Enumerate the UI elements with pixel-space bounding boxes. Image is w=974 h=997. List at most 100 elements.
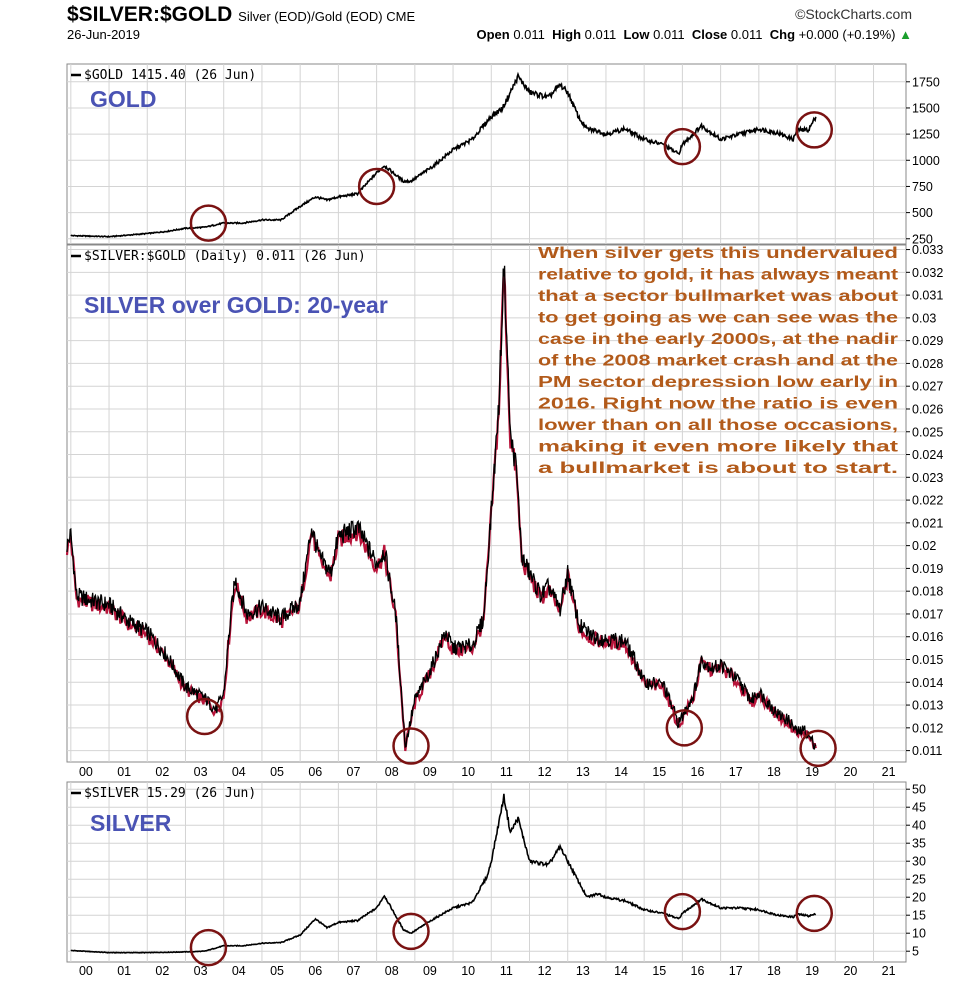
- chg-value: +0.000 (+0.19%): [798, 27, 896, 42]
- x-tick-label: 01: [117, 964, 131, 978]
- x-tick-label: 09: [423, 765, 437, 779]
- series-line: [70, 71, 817, 238]
- y-tick-label: 0.012: [912, 721, 943, 735]
- x-tick-label: 04: [232, 765, 246, 779]
- x-tick-label: 12: [538, 964, 552, 978]
- y-tick-label: 250: [912, 232, 933, 246]
- highlight-circle: [189, 928, 228, 967]
- x-axis-1: 00 01 02 03 04 05 06 07 08 09 10 11 12 13 14 15 16 17 18 19…: [79, 765, 896, 779]
- x-tick-label: 14: [614, 765, 628, 779]
- x-tick-label: 19: [805, 765, 819, 779]
- x-axis-2: 00 01 02 03 04 05 06 07 08 09 10 11 12 13 14 15 16 17 18 19…: [79, 964, 896, 978]
- y-tick-label: 0.023: [912, 471, 943, 485]
- y-tick-label: 0.025: [912, 425, 943, 439]
- brand-logo: ©StockCharts.com: [795, 6, 912, 22]
- annotation-line: case in the early 2000s, at the nadir: [538, 331, 898, 348]
- x-tick-label: 18: [767, 964, 781, 978]
- x-tick-label: 02: [155, 964, 169, 978]
- y-tick-label: 0.033: [912, 243, 943, 257]
- high-value: 0.011: [584, 27, 617, 42]
- y-tick-label: 0.02: [912, 539, 936, 553]
- y-tick-label: 0.015: [912, 653, 943, 667]
- y-tick-label: 750: [912, 180, 933, 194]
- panel-frame: [66, 781, 907, 963]
- annotation-line: that a sector bullmarket was about: [538, 288, 899, 305]
- x-tick-label: 21: [882, 964, 896, 978]
- y-tick-label: 1000: [912, 154, 940, 168]
- x-tick-label: 00: [79, 765, 93, 779]
- annotation-line: PM sector depression low early in: [538, 374, 898, 391]
- y-tick-label: 0.016: [912, 630, 943, 644]
- x-tick-label: 04: [232, 964, 246, 978]
- y-tick-label: 5: [912, 945, 919, 959]
- annotation-line: relative to gold, it has always meant: [538, 267, 899, 284]
- highlight-circle: [799, 729, 837, 768]
- y-tick-label: 0.013: [912, 699, 943, 713]
- x-tick-label: 08: [385, 765, 399, 779]
- annotation-line: 2016. Right now the ratio is even: [538, 396, 898, 413]
- x-tick-label: 10: [461, 964, 475, 978]
- annotation-line: making it even more likely that: [538, 439, 899, 456]
- x-tick-label: 17: [729, 964, 743, 978]
- high-label: High: [552, 27, 582, 42]
- x-tick-label: 08: [385, 964, 399, 978]
- panel-frame: [66, 244, 907, 763]
- triangle-up-icon: ▲: [899, 27, 912, 42]
- x-tick-label: 00: [79, 964, 93, 978]
- y-tick-label: 0.026: [912, 402, 943, 416]
- y-tick-label: 0.028: [912, 357, 943, 371]
- highlight-circle: [665, 709, 704, 747]
- legend-entry: $SILVER:$GOLD (Daily) 0.011 (26 Jun): [84, 249, 366, 264]
- y-tick-label: 0.011: [912, 744, 942, 758]
- y-tick-label: 0.024: [912, 448, 943, 462]
- x-tick-label: 03: [194, 765, 208, 779]
- x-tick-label: 05: [270, 964, 284, 978]
- x-tick-label: 13: [576, 964, 590, 978]
- y-tick-label: 0.029: [912, 334, 943, 348]
- annotation-line: to get going as we can see was the: [538, 310, 898, 327]
- y-tick-label: 0.03: [912, 311, 936, 325]
- chart-date: 26-Jun-2019: [67, 27, 140, 42]
- highlight-circle: [185, 697, 224, 736]
- annotation-line: of the 2008 market crash and at the: [538, 353, 898, 370]
- y-tick-label: 0.032: [912, 266, 943, 280]
- highlight-circle: [357, 167, 396, 206]
- x-tick-label: 20: [843, 964, 857, 978]
- annotation-line: a bullmarket is about to start.: [538, 460, 898, 477]
- legend-entry: $SILVER 15.29 (26 Jun): [84, 786, 256, 801]
- x-tick-label: 01: [117, 765, 131, 779]
- x-tick-label: 16: [691, 765, 705, 779]
- chg-label: Chg: [769, 27, 796, 42]
- y-tick-label: 40: [912, 819, 926, 833]
- chart-description: Silver (EOD)/Gold (EOD) CME: [238, 9, 416, 24]
- y-tick-label: 30: [912, 855, 926, 869]
- x-tick-label: 03: [194, 964, 208, 978]
- y-tick-label: 0.017: [912, 607, 943, 621]
- highlight-circle: [663, 127, 702, 166]
- highlight-circle: [392, 912, 430, 951]
- x-tick-label: 20: [843, 765, 857, 779]
- y-tick-label: 0.027: [912, 380, 943, 394]
- x-tick-label: 11: [500, 765, 513, 779]
- x-tick-label: 19: [805, 964, 819, 978]
- panel-title: SILVER over GOLD: 20-year: [84, 292, 388, 318]
- x-tick-label: 17: [729, 765, 743, 779]
- x-tick-label: 12: [538, 765, 552, 779]
- x-tick-label: 16: [691, 964, 705, 978]
- x-tick-label: 18: [767, 765, 781, 779]
- close-value: 0.011: [730, 27, 763, 42]
- highlight-circle: [189, 204, 228, 242]
- y-tick-label: 25: [912, 873, 926, 887]
- y-tick-label: 10: [912, 927, 926, 941]
- legend-entry: $GOLD 1415.40 (26 Jun): [84, 68, 256, 83]
- y-tick-label: 0.031: [912, 289, 943, 303]
- annotation-line: When silver gets this undervalued: [538, 245, 898, 262]
- y-tick-label: 35: [912, 837, 926, 851]
- chart-panel-1: 250 500 750 1000 1250 1500 1750 $GOLD 1415.40 (…: [66, 63, 940, 246]
- y-tick-label: 0.019: [912, 562, 943, 576]
- x-tick-label: 15: [652, 765, 666, 779]
- y-tick-label: 45: [912, 801, 926, 815]
- chart-panel-2: 0.011 0.012 0.013 0.014 0.015 0.016 0.017 0.018…: [65, 243, 943, 768]
- y-tick-label: 1250: [912, 128, 940, 142]
